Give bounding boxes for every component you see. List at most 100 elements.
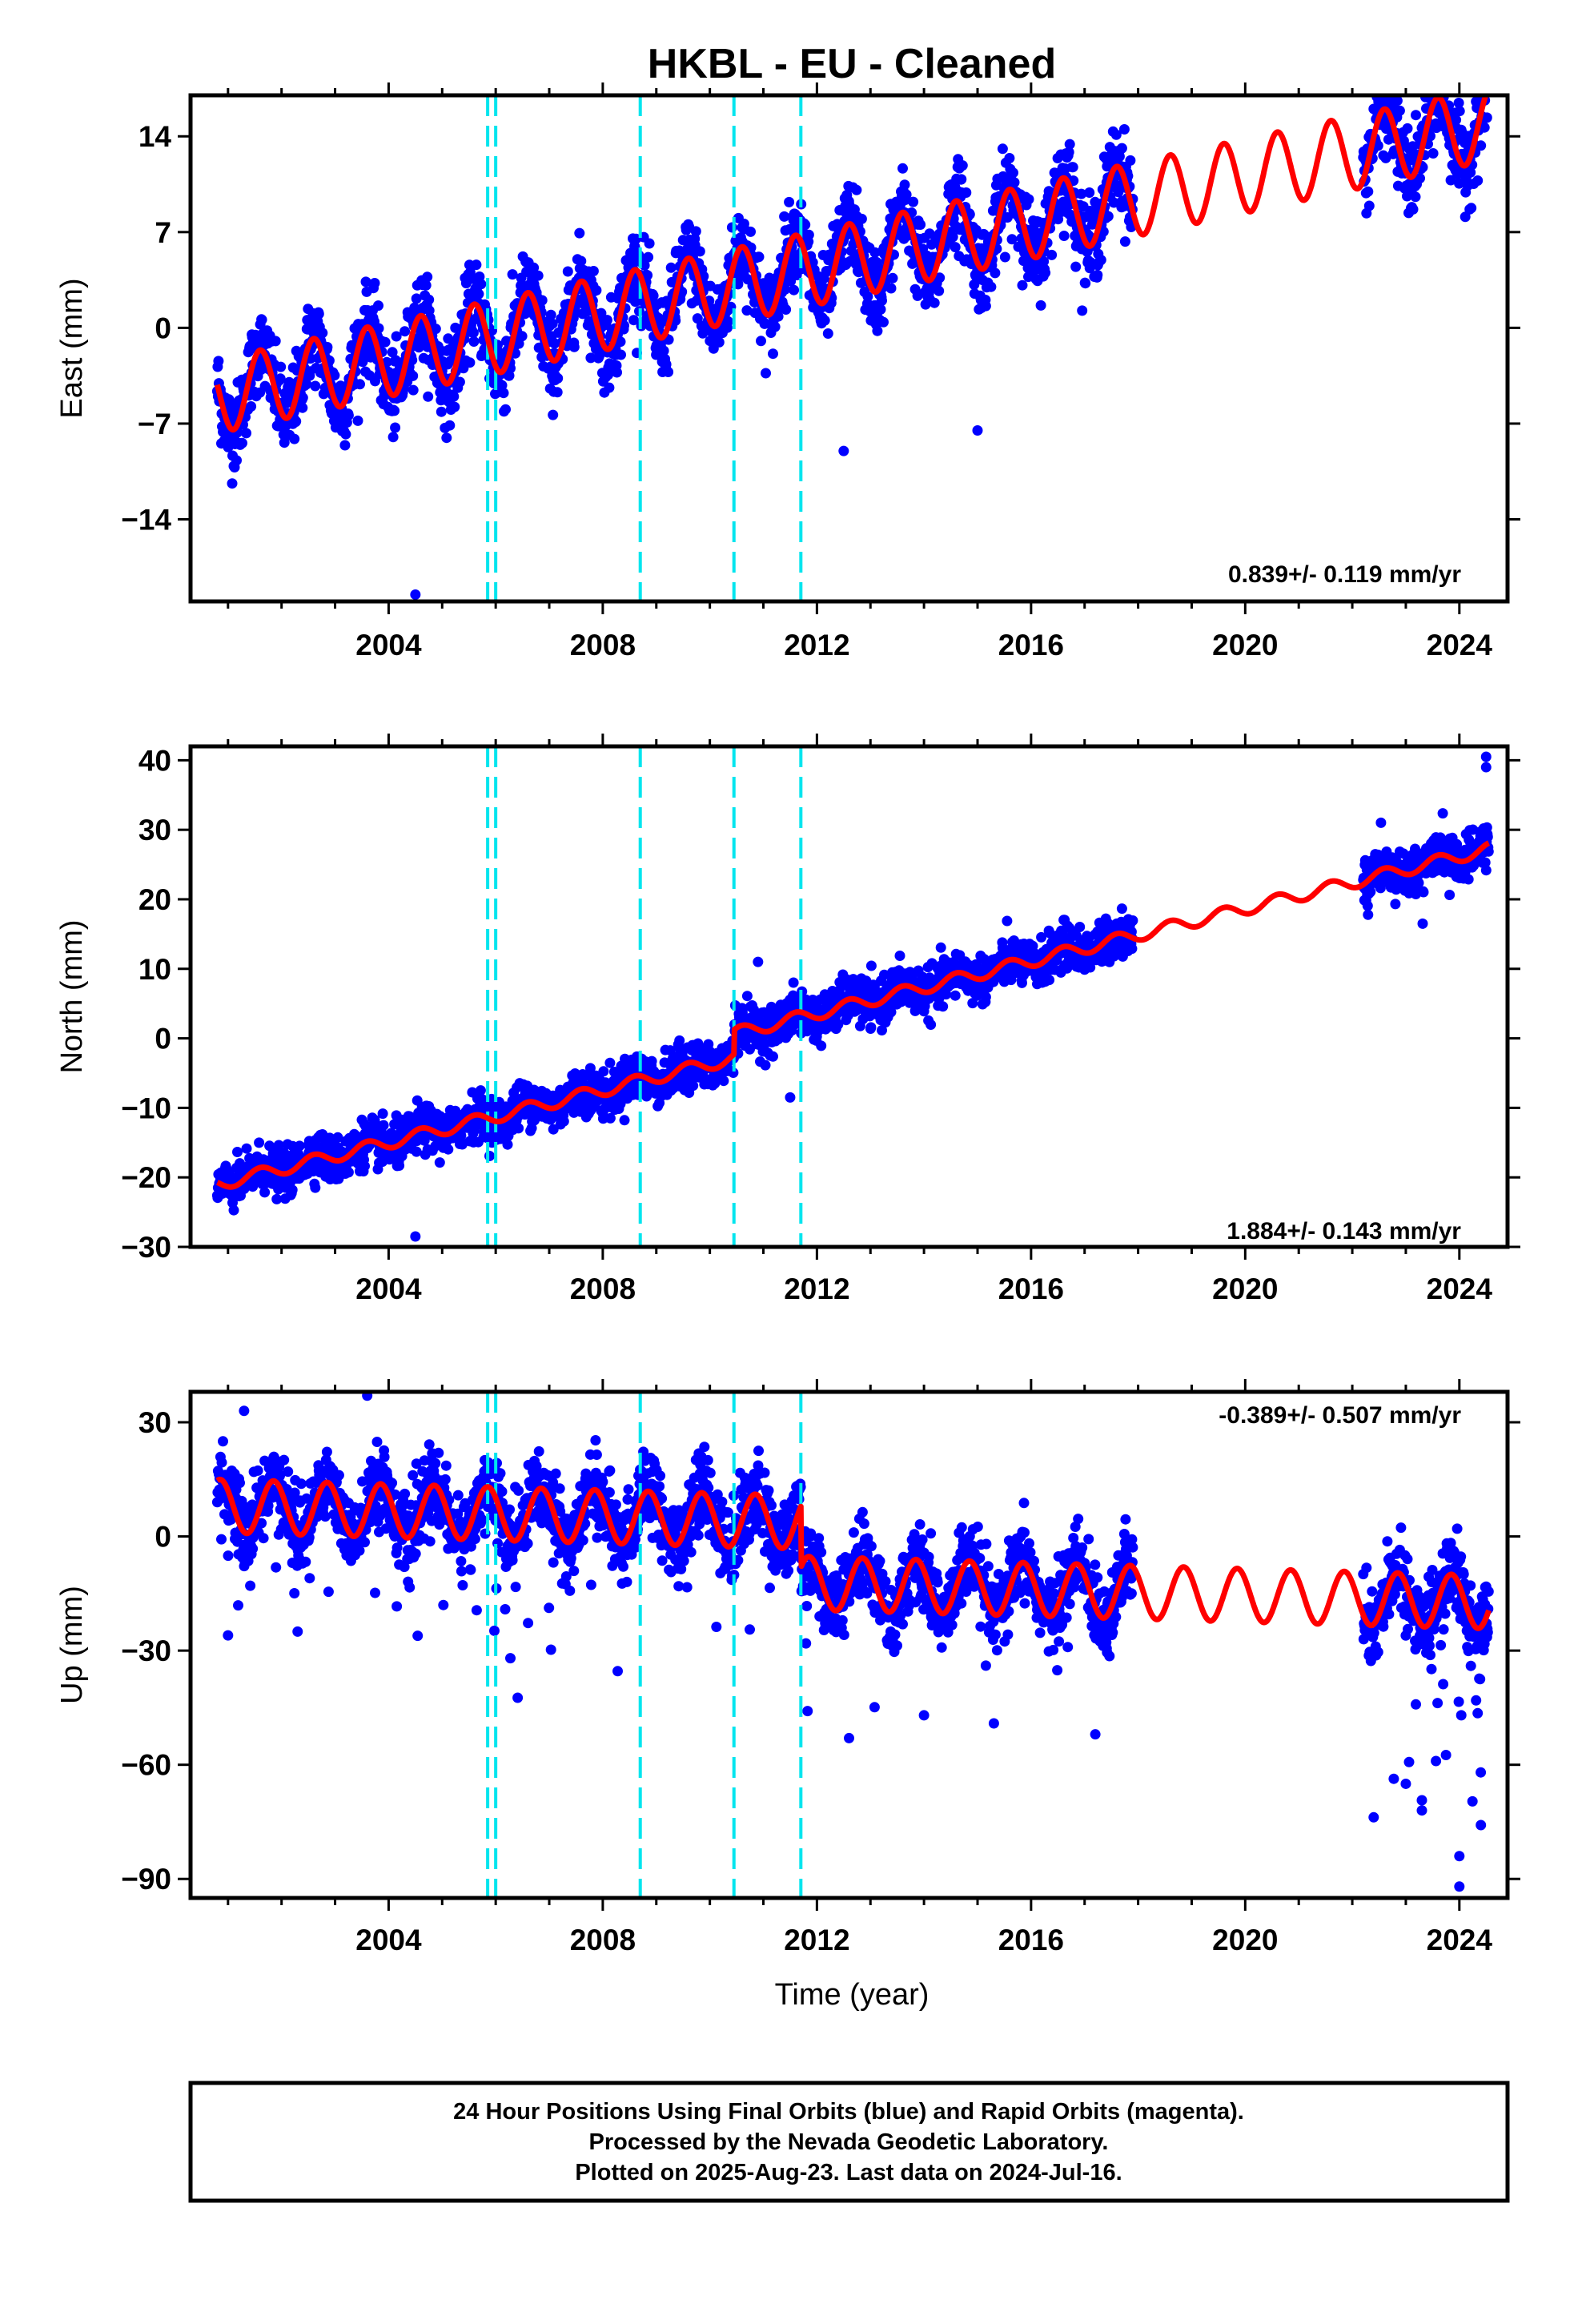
data-point bbox=[377, 1108, 388, 1120]
data-point bbox=[648, 290, 659, 301]
data-point bbox=[643, 251, 654, 263]
data-point bbox=[1127, 915, 1138, 926]
data-point bbox=[574, 227, 585, 239]
data-point bbox=[254, 1137, 265, 1148]
data-point bbox=[1119, 236, 1130, 247]
data-point bbox=[241, 1143, 252, 1154]
data-point bbox=[816, 1040, 827, 1051]
data-point bbox=[591, 285, 602, 296]
data-point bbox=[1070, 261, 1082, 272]
data-point bbox=[464, 357, 476, 368]
data-point bbox=[373, 323, 384, 334]
data-point bbox=[1095, 255, 1106, 266]
data-point bbox=[915, 219, 926, 230]
chart-title: HKBL - EU - Cleaned bbox=[648, 41, 1056, 87]
data-point bbox=[1002, 915, 1013, 927]
data-point bbox=[629, 241, 640, 252]
data-point bbox=[980, 991, 991, 1003]
data-point bbox=[745, 226, 756, 237]
data-point bbox=[899, 179, 910, 191]
east-rate-annotation: 0.839+/- 0.119 mm/yr bbox=[1228, 561, 1461, 588]
data-point bbox=[502, 1139, 513, 1150]
data-point bbox=[1466, 203, 1477, 214]
data-point bbox=[468, 328, 479, 338]
data-point bbox=[332, 1132, 343, 1143]
data-point bbox=[1410, 191, 1421, 203]
data-point bbox=[938, 1001, 949, 1012]
data-point bbox=[387, 347, 398, 358]
data-point bbox=[947, 231, 958, 243]
data-point bbox=[639, 259, 650, 271]
data-point bbox=[340, 428, 351, 440]
data-point bbox=[1394, 105, 1405, 116]
data-point bbox=[1017, 279, 1028, 291]
data-point bbox=[1116, 903, 1127, 915]
data-point bbox=[1058, 231, 1070, 241]
data-point bbox=[604, 1057, 616, 1068]
data-point bbox=[294, 1140, 305, 1152]
data-point bbox=[343, 410, 354, 421]
data-point bbox=[865, 1022, 877, 1033]
data-point bbox=[1481, 112, 1492, 123]
y-tick-label: −7 bbox=[138, 408, 171, 440]
data-point bbox=[878, 316, 889, 328]
data-point bbox=[289, 433, 300, 444]
data-point bbox=[616, 349, 626, 360]
data-point bbox=[756, 336, 766, 347]
data-point bbox=[768, 348, 778, 360]
data-point bbox=[1002, 212, 1013, 223]
data-point bbox=[449, 401, 460, 412]
data-point bbox=[1402, 123, 1413, 134]
data-point bbox=[894, 951, 905, 961]
data-point bbox=[1077, 305, 1088, 316]
data-point bbox=[789, 284, 800, 296]
data-point bbox=[411, 1146, 422, 1157]
x-tick-label: 2020 bbox=[1212, 629, 1278, 661]
data-point bbox=[877, 295, 887, 306]
data-point bbox=[454, 376, 465, 388]
data-point bbox=[297, 392, 308, 404]
data-point bbox=[536, 295, 548, 306]
data-point bbox=[369, 278, 380, 288]
data-point bbox=[780, 283, 791, 295]
data-point bbox=[1427, 148, 1439, 159]
data-point bbox=[1472, 175, 1484, 186]
data-point bbox=[753, 251, 765, 263]
data-point bbox=[568, 341, 580, 352]
data-point bbox=[722, 316, 733, 327]
data-point bbox=[291, 416, 302, 427]
data-point bbox=[694, 246, 705, 257]
y-tick-label: 7 bbox=[155, 216, 171, 249]
data-point bbox=[779, 211, 790, 222]
data-point bbox=[961, 187, 972, 198]
data-point bbox=[865, 960, 877, 971]
data-point bbox=[760, 318, 770, 329]
data-point bbox=[901, 189, 912, 200]
data-point bbox=[885, 283, 897, 294]
data-point bbox=[619, 1115, 630, 1126]
data-point bbox=[819, 315, 830, 326]
data-point bbox=[532, 270, 544, 281]
data-point bbox=[1411, 110, 1421, 121]
data-point bbox=[934, 272, 946, 283]
data-point bbox=[926, 1019, 937, 1030]
data-point bbox=[980, 300, 991, 312]
data-point bbox=[1074, 922, 1086, 932]
data-point bbox=[887, 272, 898, 283]
data-point bbox=[313, 308, 324, 320]
data-point bbox=[475, 1085, 486, 1096]
data-point bbox=[588, 266, 599, 276]
data-point bbox=[513, 1123, 524, 1134]
data-point bbox=[596, 308, 607, 319]
data-point bbox=[443, 333, 454, 344]
y-tick-label: −14 bbox=[121, 504, 171, 537]
x-tick-label: 2004 bbox=[355, 629, 422, 661]
data-point bbox=[1008, 167, 1018, 179]
data-point bbox=[1372, 140, 1383, 151]
data-point bbox=[598, 1066, 609, 1077]
data-point bbox=[957, 160, 968, 171]
data-point bbox=[741, 305, 753, 316]
data-point bbox=[310, 1182, 321, 1193]
data-point bbox=[339, 440, 351, 451]
